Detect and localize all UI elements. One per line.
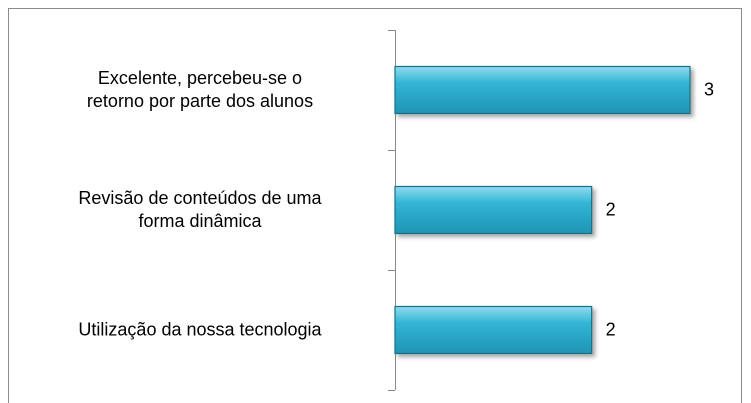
category-label: Utilização da nossa tecnologia bbox=[78, 319, 322, 340]
value-label: 2 bbox=[605, 319, 616, 340]
category-label: Excelente, percebeu-se o retorno por par… bbox=[86, 68, 314, 111]
value-label: 3 bbox=[704, 79, 715, 100]
bar bbox=[394, 185, 593, 235]
category-label: Revisão de conteúdos de uma forma dinâmi… bbox=[78, 188, 322, 231]
bar bbox=[394, 305, 593, 355]
chart-frame bbox=[8, 8, 742, 403]
value-label: 2 bbox=[605, 199, 616, 220]
bar bbox=[394, 65, 691, 115]
